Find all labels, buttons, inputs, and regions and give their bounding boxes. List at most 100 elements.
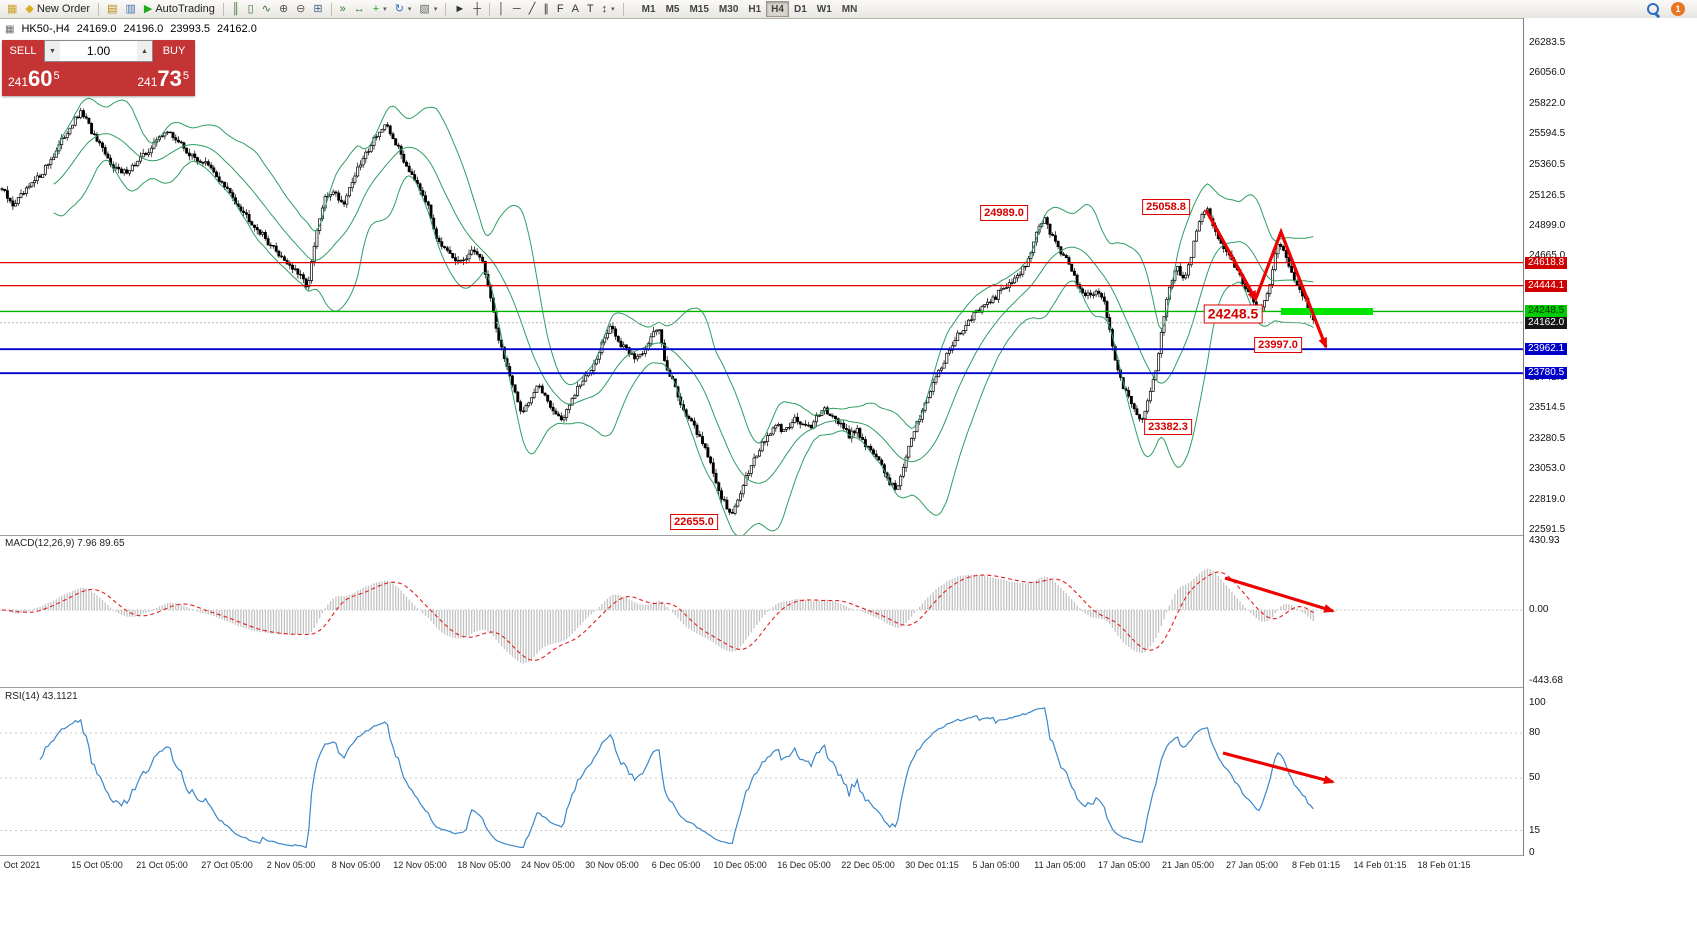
volume-decrease-button[interactable]: ▼ bbox=[45, 41, 60, 61]
volume-input[interactable] bbox=[60, 41, 137, 61]
macd-indicator-canvas[interactable] bbox=[0, 536, 1523, 687]
price-annotation[interactable]: 24248.5 bbox=[1203, 304, 1263, 324]
toolbar: ▦ ◆ New Order ▤ ▥ ▶ AutoTrading ║ ▯ ∿ ⊕ ⊖ ⊞» ↔ + ▾ ↻ ▾ ▧ ▾ ►… bbox=[0, 0, 1697, 19]
price-line-tag[interactable]: 24248.5 bbox=[1525, 305, 1568, 318]
search-icon[interactable] bbox=[1646, 2, 1661, 17]
rsi-indicator-canvas[interactable] bbox=[0, 688, 1523, 855]
text-label-icon[interactable]: T bbox=[584, 1, 597, 17]
data-window-icon[interactable]: ▥ bbox=[122, 1, 138, 17]
timeframe-button-d1[interactable]: D1 bbox=[793, 4, 807, 15]
time-axis-label: 21 Jan 05:00 bbox=[1161, 860, 1215, 870]
price-line-tag[interactable]: 24444.1 bbox=[1525, 279, 1568, 292]
trendline-icon[interactable]: ╱ bbox=[526, 1, 539, 17]
fibonacci-icon[interactable]: F bbox=[554, 1, 567, 17]
arrows-tool-icon[interactable]: ↕ ▾ bbox=[599, 1, 618, 17]
horizontal-line-icon[interactable]: ─ bbox=[510, 1, 524, 17]
volume-increase-button[interactable]: ▲ bbox=[137, 41, 152, 61]
timeframe-button-h4[interactable]: H4 bbox=[766, 1, 789, 17]
auto-scroll-icon[interactable]: » bbox=[337, 1, 349, 17]
sell-price[interactable]: 241 60 5 bbox=[8, 66, 60, 92]
channel-icon: ∥ bbox=[543, 3, 549, 15]
profiles-cycle-icon[interactable]: ↻ ▾ bbox=[392, 1, 415, 17]
bar-chart-mode-icon[interactable]: ║ bbox=[229, 1, 243, 17]
tile-windows-icon[interactable]: ⊞ bbox=[310, 1, 325, 17]
rsi-axis-label: 100 bbox=[1529, 697, 1546, 708]
toolbar-separator bbox=[489, 2, 491, 16]
time-axis-label: 17 Jan 05:00 bbox=[1097, 860, 1151, 870]
timeframe-button-m30[interactable]: M30 bbox=[718, 4, 739, 15]
price-line-tag[interactable]: 24618.8 bbox=[1525, 256, 1568, 269]
price-axis[interactable]: 26283.5 26056.0 25822.0 25594.5 25360.5 25126… bbox=[1523, 18, 1697, 858]
rsi-label: RSI(14) 43.1121 bbox=[5, 691, 78, 702]
time-axis-label: 15 Oct 05:00 bbox=[71, 860, 123, 870]
new-order-button[interactable]: ◆ New Order bbox=[22, 1, 93, 17]
zoom-in-icon[interactable]: ⊕ bbox=[276, 1, 291, 17]
timeframe-button-h1[interactable]: H1 bbox=[748, 4, 762, 15]
timeframe-button-m5[interactable]: M5 bbox=[665, 4, 680, 15]
channel-icon[interactable]: ∥ bbox=[540, 1, 552, 17]
price-annotation[interactable]: 23997.0 bbox=[1254, 337, 1302, 353]
buy-price-prefix: 241 bbox=[137, 75, 158, 89]
fibonacci-icon: F bbox=[556, 3, 564, 15]
templates-icon-caret[interactable]: ▾ bbox=[433, 6, 438, 13]
profiles-cycle-icon-caret[interactable]: ▾ bbox=[407, 6, 412, 13]
autotrading-button-label: AutoTrading bbox=[155, 3, 215, 15]
panel-divider[interactable] bbox=[0, 535, 1697, 536]
timeframe-button-w1[interactable]: W1 bbox=[816, 4, 832, 15]
crosshair-icon[interactable]: ┼ bbox=[470, 1, 484, 17]
templates-icon[interactable]: ▧ ▾ bbox=[416, 1, 440, 17]
buy-button[interactable]: BUY bbox=[162, 45, 186, 57]
cursor-icon[interactable]: ► bbox=[451, 1, 468, 17]
new-chart-icon-caret[interactable]: ▾ bbox=[383, 6, 387, 13]
chart-shift-icon[interactable]: ↔ bbox=[351, 1, 368, 17]
price-tick: 23053.0 bbox=[1529, 463, 1566, 475]
price-tick: 25126.5 bbox=[1529, 189, 1566, 201]
toolbar-separator bbox=[445, 2, 447, 16]
price-chart-canvas[interactable] bbox=[0, 18, 1523, 535]
candlestick-mode-icon[interactable]: ▯ bbox=[245, 1, 257, 17]
vertical-line-icon[interactable]: │ bbox=[495, 1, 508, 17]
volume-control: ▼ ▲ bbox=[44, 40, 153, 62]
time-axis[interactable]: Oct 2021 15 Oct 05:00 21 Oct 05:00 27 Oct 0… bbox=[0, 856, 1523, 876]
app-logo-icon: ▦ bbox=[7, 3, 18, 15]
time-axis-label: 18 Feb 01:15 bbox=[1417, 860, 1471, 870]
price-tick: 22591.5 bbox=[1529, 524, 1566, 535]
low-value: 23993.5 bbox=[170, 23, 211, 35]
profiles-cycle-icon: ↻ bbox=[394, 3, 404, 15]
price-annotation[interactable]: 25058.8 bbox=[1142, 199, 1190, 215]
time-axis-label: 6 Dec 05:00 bbox=[651, 860, 701, 870]
panel-divider[interactable] bbox=[0, 687, 1697, 688]
price-line-tag[interactable]: 23780.5 bbox=[1525, 367, 1568, 380]
buy-price[interactable]: 241 73 5 bbox=[137, 66, 189, 92]
symbol-ohlc-info: ▦ HK50-,H4 24169.0 24196.0 23993.5 24162… bbox=[5, 23, 257, 35]
arrows-tool-icon-caret[interactable]: ▾ bbox=[611, 6, 615, 13]
market-watch-icon[interactable]: ▤ bbox=[104, 1, 120, 17]
notification-badge[interactable]: 1 bbox=[1671, 2, 1685, 16]
text-tool-icon[interactable]: A bbox=[569, 1, 582, 17]
timeframe-button-m1[interactable]: M1 bbox=[641, 4, 656, 15]
app-logo-icon[interactable]: ▦ bbox=[4, 1, 20, 17]
zoom-in-icon: ⊕ bbox=[278, 3, 289, 15]
price-tick: 25360.5 bbox=[1529, 158, 1566, 170]
new-chart-icon[interactable]: + ▾ bbox=[370, 1, 390, 17]
line-chart-mode-icon[interactable]: ∿ bbox=[259, 1, 274, 17]
price-annotation[interactable]: 22655.0 bbox=[670, 514, 718, 530]
rsi-axis-label: 0 bbox=[1529, 847, 1535, 858]
price-tick: 22819.0 bbox=[1529, 493, 1566, 505]
time-axis-label: 27 Oct 05:00 bbox=[201, 860, 253, 870]
zoom-out-icon[interactable]: ⊖ bbox=[293, 1, 308, 17]
timeframe-button-m15[interactable]: M15 bbox=[689, 4, 709, 15]
timeframe-button-mn[interactable]: MN bbox=[841, 4, 858, 15]
price-line-tag[interactable]: 23962.1 bbox=[1525, 343, 1568, 356]
sell-button[interactable]: SELL bbox=[9, 45, 37, 57]
chart-shift-icon: ↔ bbox=[353, 3, 365, 15]
sell-price-prefix: 241 bbox=[8, 75, 29, 89]
price-annotation[interactable]: 23382.3 bbox=[1144, 419, 1192, 435]
toolbar-separator bbox=[330, 2, 332, 16]
price-annotation[interactable]: 24989.0 bbox=[980, 205, 1028, 221]
time-axis-label: 5 Jan 05:00 bbox=[972, 860, 1020, 870]
autotrading-button[interactable]: ▶ AutoTrading bbox=[141, 1, 218, 17]
price-line-tag[interactable]: 24162.0 bbox=[1525, 316, 1568, 329]
